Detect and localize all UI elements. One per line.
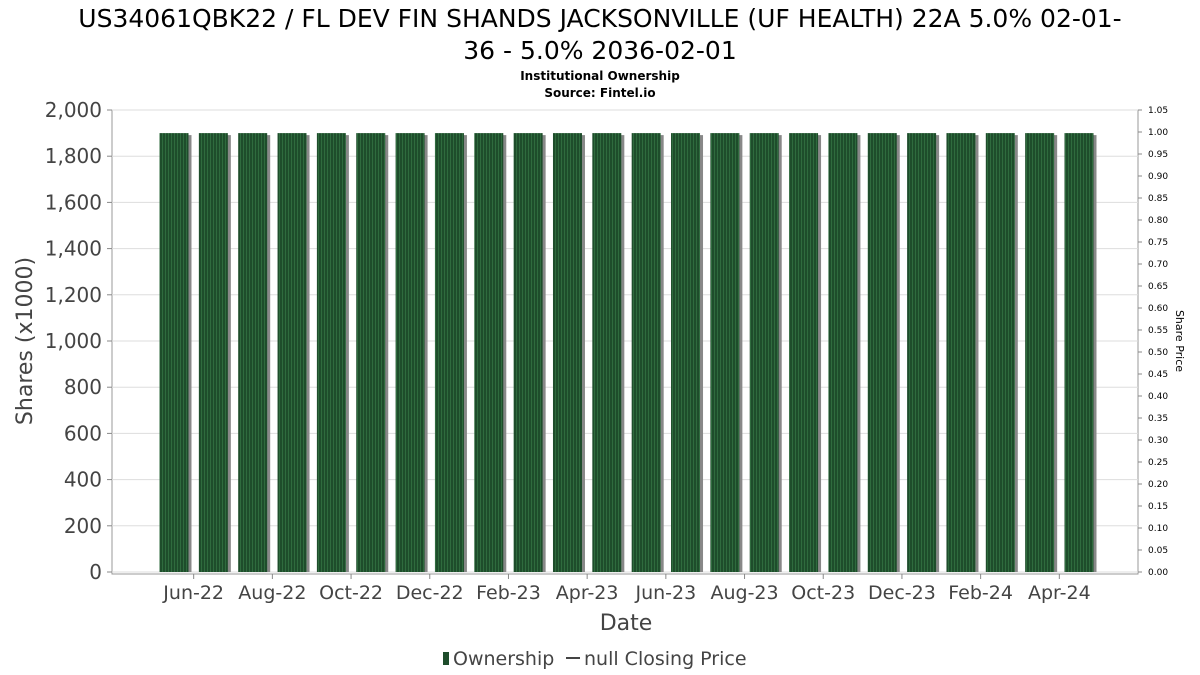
y2-tick-label: 0.45 — [1148, 370, 1168, 380]
x-tick-label: Feb-23 — [476, 582, 541, 604]
y2-tick-label: 0.75 — [1148, 238, 1168, 248]
y2-tick-label: 0.90 — [1148, 172, 1168, 182]
x-tick-label: Jun-22 — [162, 582, 224, 604]
y2-tick-label: 0.70 — [1148, 260, 1168, 270]
y2-tick-label: 0.60 — [1148, 304, 1168, 314]
ownership-bar — [867, 133, 897, 572]
y2-tick-label: 0.80 — [1148, 216, 1168, 226]
x-tick-label: Aug-23 — [710, 582, 778, 604]
ownership-bar — [277, 133, 307, 572]
ownership-bar — [789, 133, 819, 572]
ownership-bar — [907, 133, 937, 572]
y-tick-label: 2,000 — [45, 98, 102, 122]
ownership-bar — [1025, 133, 1055, 572]
x-tick-label: Dec-22 — [396, 582, 464, 604]
ownership-bar — [434, 133, 464, 572]
y2-tick-label: 0.15 — [1148, 502, 1168, 512]
ownership-bar — [316, 133, 346, 572]
y-tick-label: 1,600 — [45, 190, 102, 214]
y2-tick-label: 0.40 — [1148, 392, 1168, 402]
ownership-bar — [1064, 133, 1094, 572]
y-tick-label: 200 — [64, 514, 102, 538]
ownership-bar — [828, 133, 858, 572]
legend-label-price: null Closing Price — [584, 648, 747, 670]
ownership-bar — [710, 133, 740, 572]
ownership-bar — [198, 133, 228, 572]
ownership-bar — [474, 133, 504, 572]
y2-tick-label: 0.20 — [1148, 480, 1168, 490]
x-tick-label: Aug-22 — [238, 582, 306, 604]
ownership-bar — [238, 133, 268, 572]
y-tick-label: 1,800 — [45, 144, 102, 168]
y-axis-label: Shares (x1000) — [13, 257, 38, 425]
y2-tick-label: 0.10 — [1148, 524, 1168, 534]
ownership-bar — [513, 133, 543, 572]
x-axis-ticks: Jun-22 Aug-22 Oct-22 Dec-22 Feb-23 Apr-23 Jun-… — [162, 574, 1091, 604]
x-tick-label: Dec-23 — [868, 582, 936, 604]
ownership-bar — [552, 133, 582, 572]
ownership-bar — [592, 133, 622, 572]
ownership-bar — [946, 133, 976, 572]
y2-tick-label: 0.55 — [1148, 326, 1168, 336]
y2-tick-label: 0.00 — [1148, 568, 1168, 578]
y2-tick-label: 0.35 — [1148, 414, 1168, 424]
y-axis-ticks: 0 200 400 600 800 1,000 1,200 1,400 1,600 1,800 2,… — [45, 98, 112, 584]
chart-title-line1: US34061QBK22 / FL DEV FIN SHANDS JACKSON… — [78, 4, 1121, 33]
x-axis-label: Date — [600, 611, 653, 636]
ownership-bar — [395, 133, 425, 572]
y-tick-label: 400 — [64, 468, 102, 492]
chart-title-line2: 36 - 5.0% 2036-02-01 — [463, 36, 736, 65]
ownership-bar — [356, 133, 386, 572]
y2-tick-label: 1.00 — [1148, 128, 1168, 138]
x-tick-label: Apr-23 — [556, 582, 619, 604]
y2-tick-label: 0.05 — [1148, 546, 1168, 556]
x-tick-label: Oct-23 — [791, 582, 855, 604]
y2-tick-label: 0.25 — [1148, 458, 1168, 468]
y2-axis-ticks: 0.00 0.05 0.10 0.15 0.20 0.25 0.30 0.35 0.40 0.45… — [1138, 106, 1168, 578]
y-tick-label: 1,200 — [45, 283, 102, 307]
y-tick-label: 600 — [64, 421, 102, 445]
chart-source: Source: Fintel.io — [544, 86, 655, 100]
y2-tick-label: 0.30 — [1148, 436, 1168, 446]
legend-label-ownership: Ownership — [453, 648, 554, 670]
x-tick-label: Oct-22 — [319, 582, 383, 604]
ownership-bar — [749, 133, 779, 572]
x-tick-label: Feb-24 — [948, 582, 1013, 604]
ownership-bar — [985, 133, 1015, 572]
y2-tick-label: 0.65 — [1148, 282, 1168, 292]
bars-group — [159, 133, 1097, 572]
ownership-bar — [671, 133, 701, 572]
y-tick-label: 0 — [89, 560, 102, 584]
x-tick-label: Apr-24 — [1028, 582, 1091, 604]
ownership-bar — [159, 133, 189, 572]
y-tick-label: 1,000 — [45, 329, 102, 353]
x-tick-label: Jun-23 — [634, 582, 696, 604]
y2-tick-label: 0.95 — [1148, 150, 1168, 160]
y2-tick-label: 0.50 — [1148, 348, 1168, 358]
y-tick-label: 1,400 — [45, 237, 102, 261]
y-tick-label: 800 — [64, 375, 102, 399]
y2-axis-label: Share Price — [1173, 310, 1186, 372]
legend-swatch-ownership — [443, 652, 449, 665]
chart-subtitle: Institutional Ownership — [520, 69, 680, 83]
y2-tick-label: 0.85 — [1148, 194, 1168, 204]
y2-tick-label: 1.05 — [1148, 106, 1168, 116]
ownership-bar — [631, 133, 661, 572]
legend: Ownership null Closing Price — [443, 648, 747, 670]
